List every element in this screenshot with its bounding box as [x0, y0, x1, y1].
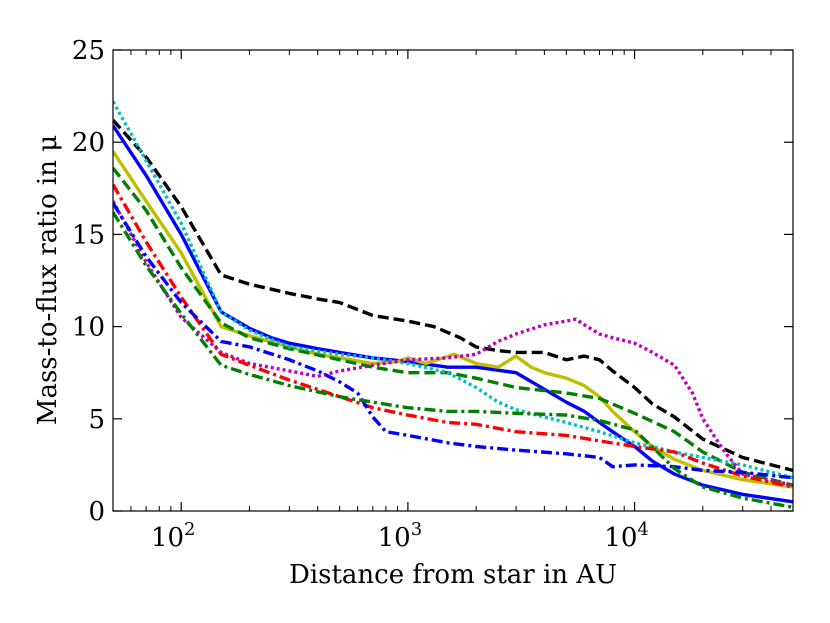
x-tick-label: 103	[378, 519, 423, 553]
x-axis-title: Distance from star in AU	[289, 560, 617, 590]
x-tick-label: 104	[604, 519, 649, 553]
y-tick-label: 20	[72, 128, 105, 158]
y-tick-label: 25	[72, 36, 105, 66]
x-tick-label: 102	[151, 519, 196, 553]
plot-frame	[112, 49, 794, 512]
y-tick-label: 0	[88, 497, 105, 527]
y-axis-title: Mass-to-flux ratio in μ	[33, 135, 63, 425]
y-tick-label: 5	[88, 405, 105, 435]
series-line-8	[113, 202, 793, 480]
series-line-9	[113, 211, 793, 509]
series-line-2	[113, 124, 793, 504]
y-tick-label: 10	[72, 313, 105, 343]
y-tick-label: 15	[72, 220, 105, 250]
tick-layer	[112, 49, 794, 512]
tick-label-layer: 102 103 104 0 5 10 15 20 25	[72, 36, 649, 553]
series-line-7	[113, 183, 793, 489]
series-layer	[113, 100, 793, 509]
series-line-1	[113, 118, 793, 473]
